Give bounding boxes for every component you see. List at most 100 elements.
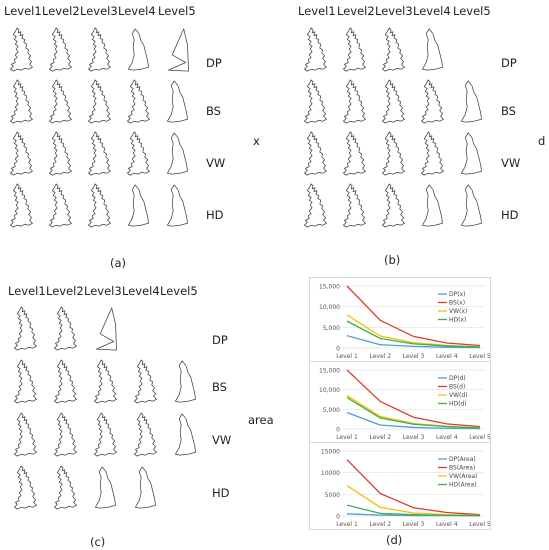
series-line xyxy=(346,411,481,430)
uk-outline-icon xyxy=(339,78,369,126)
legend-label: HD(Area) xyxy=(449,482,477,489)
x-tick-label: Level 5 xyxy=(469,353,490,360)
uk-outline-icon xyxy=(339,182,369,230)
uk-outline-icon xyxy=(10,358,40,406)
uk-outline-icon xyxy=(10,464,40,512)
legend-label: BS(d) xyxy=(449,384,465,391)
uk-outline-icon xyxy=(50,305,80,353)
y-tick-label: 15000 xyxy=(321,449,340,456)
uk-outline-icon xyxy=(123,78,153,126)
uk-outline-icon xyxy=(84,182,114,230)
uk-outline-icon xyxy=(123,130,153,178)
y-tick-label: 10,000 xyxy=(319,387,340,394)
uk-outline-icon xyxy=(84,26,114,74)
level-label: Level5 xyxy=(453,4,491,18)
uk-outline-icon xyxy=(90,305,120,353)
y-tick-label: 10000 xyxy=(321,470,340,477)
uk-outline-icon xyxy=(417,26,447,74)
legend-label: BS(Area) xyxy=(449,465,475,472)
side-label: area xyxy=(248,413,274,427)
x-tick-label: Level 3 xyxy=(403,434,425,441)
level-label: Level1 xyxy=(298,4,336,18)
uk-outline-icon xyxy=(300,182,330,230)
legend-label: VW(Area) xyxy=(449,473,478,480)
method-label: HD xyxy=(501,208,519,222)
uk-outline-icon xyxy=(84,78,114,126)
legend-label: HD(d) xyxy=(449,401,467,408)
method-label: DP xyxy=(501,56,517,70)
uk-outline-icon xyxy=(6,182,36,230)
x-tick-label: Level 2 xyxy=(369,521,391,528)
level-label: Level2 xyxy=(337,4,375,18)
y-tick-label: 0 xyxy=(336,514,340,521)
uk-outline-icon xyxy=(339,26,369,74)
y-tick-label: 0 xyxy=(336,427,340,434)
y-tick-label: 15,000 xyxy=(319,284,340,291)
method-label: DP xyxy=(206,56,222,70)
series-line xyxy=(346,334,481,349)
method-label: HD xyxy=(206,208,224,222)
x-tick-label: Level 4 xyxy=(436,434,458,441)
method-label: VW xyxy=(206,156,226,170)
level-label: Level5 xyxy=(158,4,196,18)
uk-outline-icon xyxy=(90,358,120,406)
legend-label: BS(x) xyxy=(449,300,465,307)
uk-outline-icon xyxy=(300,130,330,178)
series-line xyxy=(346,320,481,348)
panel-caption: (b) xyxy=(384,253,401,267)
uk-outline-icon xyxy=(417,78,447,126)
uk-outline-icon xyxy=(162,130,192,178)
x-tick-label: Level 2 xyxy=(369,434,391,441)
uk-outline-icon xyxy=(45,182,75,230)
x-tick-label: Level 5 xyxy=(469,434,490,441)
uk-outline-icon xyxy=(130,358,160,406)
level-label: Level5 xyxy=(160,284,198,298)
method-label: BS xyxy=(501,104,516,118)
uk-outline-icon xyxy=(90,411,120,459)
uk-outline-icon xyxy=(300,78,330,126)
level-label: Level3 xyxy=(375,4,413,18)
side-label: x xyxy=(253,134,260,148)
series-line xyxy=(346,285,481,347)
y-tick-label: 5000 xyxy=(325,492,340,499)
uk-outline-icon xyxy=(6,26,36,74)
uk-outline-icon xyxy=(123,182,153,230)
legend-label: DP(d) xyxy=(449,375,466,382)
x-tick-label: Level 1 xyxy=(336,521,358,528)
legend-label: HD(x) xyxy=(449,317,466,324)
uk-outline-icon xyxy=(50,358,80,406)
uk-outline-icon xyxy=(130,411,160,459)
chart-x: 0 5,000 10,000 15,000 Level 1 Level 2 Level 3 L… xyxy=(309,277,491,362)
legend-label: DP(Area) xyxy=(449,456,476,463)
x-tick-label: Level 1 xyxy=(336,353,358,360)
chart-d: 0 5,000 10,000 15,000 Level 1 Level 2 Level 3 L… xyxy=(309,361,491,443)
uk-outline-icon xyxy=(378,78,408,126)
y-tick-label: 5,000 xyxy=(323,325,340,332)
level-label: Level2 xyxy=(46,284,84,298)
level-label: Level4 xyxy=(122,284,160,298)
series-line xyxy=(346,369,481,428)
uk-outline-icon xyxy=(90,464,120,512)
chart-area: 0 5000 10000 15000 Level 1 Level 2 Level 3 Leve… xyxy=(309,442,491,530)
level-label: Level2 xyxy=(42,4,80,18)
y-tick-label: 5,000 xyxy=(323,407,340,414)
legend-label: DP(x) xyxy=(449,291,465,298)
y-tick-label: 0 xyxy=(336,346,340,353)
uk-outline-icon xyxy=(162,78,192,126)
uk-outline-icon xyxy=(50,411,80,459)
panel-caption: (c) xyxy=(90,535,106,549)
level-label: Level3 xyxy=(80,4,118,18)
uk-outline-icon xyxy=(339,130,369,178)
uk-outline-icon xyxy=(417,182,447,230)
uk-outline-icon xyxy=(50,464,80,512)
uk-outline-icon xyxy=(84,130,114,178)
uk-outline-icon xyxy=(378,130,408,178)
legend-label: VW(x) xyxy=(449,308,467,315)
legend-label: VW(d) xyxy=(449,392,468,399)
x-tick-label: Level 5 xyxy=(469,521,490,528)
panel-caption: (a) xyxy=(110,256,127,270)
uk-outline-icon xyxy=(10,305,40,353)
method-label: VW xyxy=(212,433,232,447)
series-line xyxy=(346,485,481,516)
side-label: d xyxy=(538,134,546,148)
